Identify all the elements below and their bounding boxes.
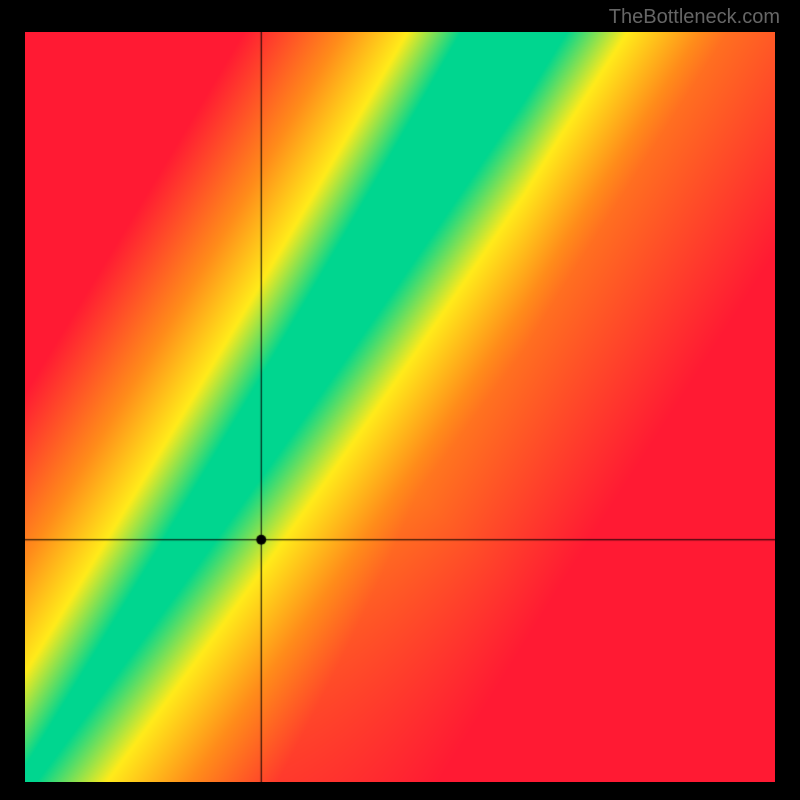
heatmap-plot [25,32,775,782]
watermark-text: TheBottleneck.com [609,6,780,29]
chart-container: TheBottleneck.com [0,0,800,800]
heatmap-canvas [25,32,775,782]
